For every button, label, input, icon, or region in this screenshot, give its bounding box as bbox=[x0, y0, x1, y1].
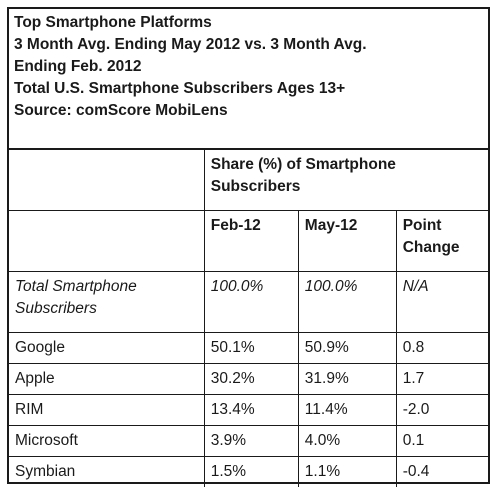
table-cell: 11.4% bbox=[297, 394, 397, 426]
row-label: Microsoft bbox=[9, 425, 205, 457]
table-cell: 50.9% bbox=[297, 332, 397, 364]
table-header: Top Smartphone Platforms 3 Month Avg. En… bbox=[14, 12, 484, 122]
title-line: Ending Feb. 2012 bbox=[14, 58, 142, 75]
table-row: Symbian 1.5% 1.1% -0.4 bbox=[9, 456, 488, 487]
empty-corner-cell bbox=[9, 148, 205, 211]
table-cell: 1.7 bbox=[395, 363, 488, 395]
column-header: Feb-12 bbox=[203, 210, 299, 272]
table-cell: 3.9% bbox=[203, 425, 299, 457]
title-line: Top Smartphone Platforms bbox=[14, 14, 212, 31]
table-cell: 31.9% bbox=[297, 363, 397, 395]
group-header-cell: Share (%) of Smartphone Subscribers bbox=[203, 148, 488, 211]
data-table: Share (%) of Smartphone Subscribers Feb-… bbox=[9, 148, 488, 487]
table-cell: 13.4% bbox=[203, 394, 299, 426]
table-cell: 0.1 bbox=[395, 425, 488, 457]
table-cell: 100.0% bbox=[203, 271, 299, 333]
row-label: Total Smartphone Subscribers bbox=[9, 271, 205, 333]
column-header-row: Feb-12 May-12 Point Change bbox=[9, 210, 488, 272]
table-row: RIM 13.4% 11.4% -2.0 bbox=[9, 394, 488, 426]
group-header-row: Share (%) of Smartphone Subscribers bbox=[9, 148, 488, 211]
table-frame: Top Smartphone Platforms 3 Month Avg. En… bbox=[7, 7, 490, 487]
title-line: 3 Month Avg. Ending May 2012 vs. 3 Month… bbox=[14, 36, 367, 53]
table-row: Apple 30.2% 31.9% 1.7 bbox=[9, 363, 488, 395]
table-row: Microsoft 3.9% 4.0% 0.1 bbox=[9, 425, 488, 457]
table-cell: 1.5% bbox=[203, 456, 299, 487]
title-line: Total U.S. Smartphone Subscribers Ages 1… bbox=[14, 80, 346, 97]
table-cell: 0.8 bbox=[395, 332, 488, 364]
table-cell: 30.2% bbox=[203, 363, 299, 395]
table-cell: 4.0% bbox=[297, 425, 397, 457]
row-label: Apple bbox=[9, 363, 205, 395]
row-label: RIM bbox=[9, 394, 205, 426]
column-header: Point Change bbox=[395, 210, 488, 272]
empty-header-cell bbox=[9, 210, 205, 272]
table-cell: 1.1% bbox=[297, 456, 397, 487]
table-cell: N/A bbox=[395, 271, 488, 333]
source-line: Source: comScore MobiLens bbox=[14, 102, 228, 119]
table-cell: 50.1% bbox=[203, 332, 299, 364]
table-cell: -0.4 bbox=[395, 456, 488, 487]
row-label: Google bbox=[9, 332, 205, 364]
table-row: Google 50.1% 50.9% 0.8 bbox=[9, 332, 488, 364]
table-cell: -2.0 bbox=[395, 394, 488, 426]
table-cell: 100.0% bbox=[297, 271, 397, 333]
column-header: May-12 bbox=[297, 210, 397, 272]
row-label: Symbian bbox=[9, 456, 205, 487]
total-row: Total Smartphone Subscribers 100.0% 100.… bbox=[9, 271, 488, 333]
